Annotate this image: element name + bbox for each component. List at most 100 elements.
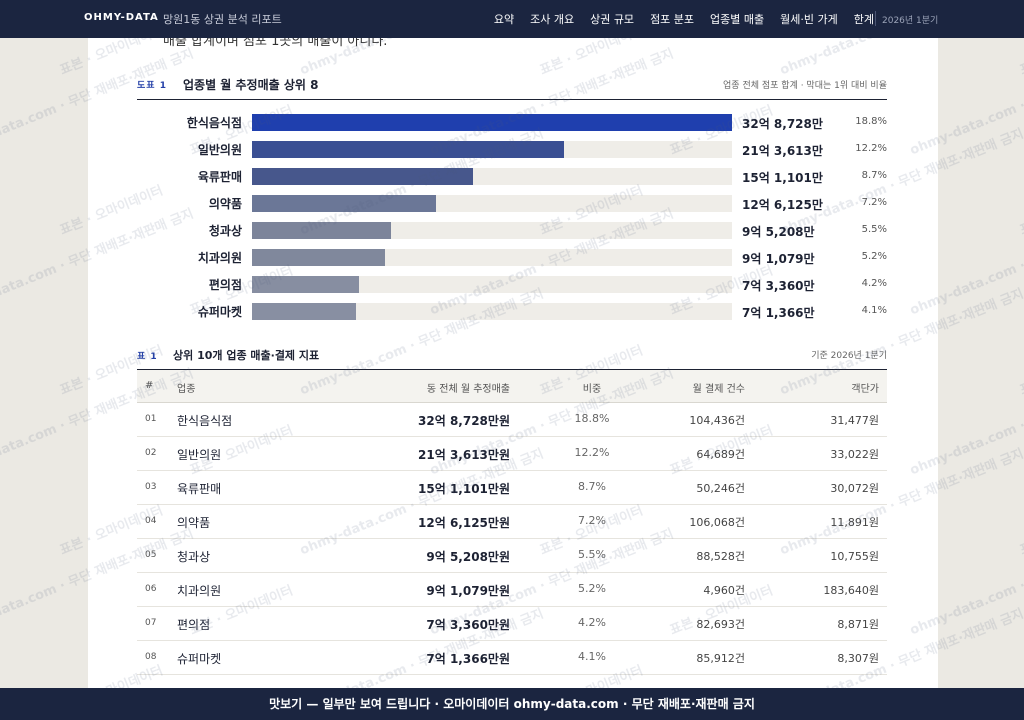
table-cell: 육류판매	[177, 481, 222, 496]
table-label: 표 1	[137, 352, 158, 362]
table-cell: 한식음식점	[177, 413, 233, 428]
table-cell: 슈퍼마켓	[177, 651, 222, 666]
table-header: 비중	[582, 384, 602, 395]
table-cell: 01	[145, 413, 157, 424]
table-cell: 5.5%	[578, 548, 606, 562]
watermark: 표본 · 오마이데이터	[1017, 183, 1024, 239]
table-cell: 82,693건	[696, 618, 745, 632]
table-cell: 02	[145, 447, 157, 458]
table-note: 기준 2026년 1분기	[811, 351, 887, 361]
table-row-rule	[137, 674, 887, 675]
figure-title: 업종별 월 추정매출 상위 8	[183, 78, 319, 92]
nav-link[interactable]: 한계	[853, 13, 874, 26]
bar-value-label: 12억 6,125만	[742, 198, 823, 212]
nav-link[interactable]: 업종별 매출	[710, 13, 765, 26]
nav-divider	[875, 11, 876, 26]
table-cell: 12억 6,125만원	[418, 515, 510, 530]
table-cell: 11,891원	[830, 516, 879, 530]
table-row-rule	[137, 640, 887, 641]
watermark: 표본 · 오마이데이터	[1017, 503, 1024, 559]
bar-track	[252, 303, 732, 320]
table-cell: 183,640원	[823, 584, 879, 598]
bar-share-label: 18.8%	[855, 116, 887, 127]
table-cell: 4,960건	[703, 584, 745, 598]
bar	[252, 114, 732, 131]
bar-category: 치과의원	[197, 251, 242, 265]
table-cell: 03	[145, 481, 157, 492]
table-header: 동 전체 월 추정매출	[426, 384, 510, 395]
table-cell: 8.7%	[578, 480, 606, 494]
bar-share-label: 5.2%	[861, 251, 887, 262]
bar-share-label: 5.5%	[861, 224, 887, 235]
bar-category: 한식음식점	[186, 116, 242, 130]
table-cell: 106,068건	[689, 516, 745, 530]
bar-value-label: 15억 1,101만	[742, 171, 823, 185]
figure-rule	[137, 99, 887, 100]
table-cell: 50,246건	[696, 482, 745, 496]
bar	[252, 303, 357, 320]
nav-link[interactable]: 요약	[493, 13, 515, 26]
table-cell: 15억 1,101만원	[418, 481, 510, 496]
table-cell: 편의점	[177, 617, 211, 632]
bar-share-label: 12.2%	[855, 143, 887, 154]
bar-value-label: 7억 3,360만	[742, 279, 815, 293]
table-row-rule	[137, 538, 887, 539]
figure-note: 업종 전체 점포 합계 · 막대는 1위 대비 비율	[723, 81, 887, 91]
table-cell: 04	[145, 515, 157, 526]
table-header: 월 결제 건수	[692, 384, 745, 395]
nav-links: 요약 조사 개요 상권 규모 점포 분포 업종별 매출 월세·빈 가게 한계	[494, 11, 874, 27]
table-cell: 일반의원	[177, 447, 222, 462]
table-cell: 5.2%	[578, 582, 606, 596]
table-cell: 85,912건	[696, 652, 745, 666]
table-cell: 4.1%	[578, 650, 606, 664]
table-head	[137, 370, 887, 403]
bar-share-label: 4.2%	[861, 278, 887, 289]
table-cell: 18.8%	[574, 412, 610, 426]
bar	[252, 222, 392, 239]
bar-category: 일반의원	[197, 143, 242, 157]
nav-link[interactable]: 상권 규모	[590, 13, 635, 26]
sample-banner: 맛보기 — 일부만 보여 드립니다 · 오마이데이터 ohmy-data.com…	[0, 688, 1024, 720]
bar-category: 의약품	[208, 197, 242, 211]
table-cell: 08	[145, 651, 157, 662]
watermark: 표본 · 오마이데이터	[1017, 343, 1024, 399]
nav-link[interactable]: 점포 분포	[650, 13, 695, 26]
nav-link[interactable]: 조사 개요	[530, 13, 575, 26]
table-cell: 07	[145, 617, 157, 628]
bar-value-label: 7억 1,366만	[742, 306, 815, 320]
table-cell: 4.2%	[578, 616, 606, 630]
bar-value-label: 32억 8,728만	[742, 117, 823, 131]
table-row-rule	[137, 606, 887, 607]
table-cell: 7억 1,366만원	[426, 651, 510, 666]
bar	[252, 195, 437, 212]
table-cell: 7.2%	[578, 514, 606, 528]
table-cell: 9억 1,079만원	[426, 583, 510, 598]
table-cell: 30,072원	[830, 482, 879, 496]
bar-category: 청과상	[208, 224, 242, 238]
table-cell: 의약품	[177, 515, 211, 530]
table-cell: 12.2%	[574, 446, 610, 460]
table-rule	[137, 369, 887, 370]
table-header: 객단가	[851, 384, 879, 395]
table-header: 업종	[177, 384, 196, 395]
bar	[252, 276, 360, 293]
table-cell: 8,307원	[837, 652, 879, 666]
table-cell: 104,436건	[689, 414, 745, 428]
table-cell: 21억 3,613만원	[418, 447, 510, 462]
brand[interactable]: OHMY-DATA	[84, 12, 159, 23]
table-cell: 31,477원	[830, 414, 879, 428]
table-cell: 10,755원	[830, 550, 879, 564]
table-row-rule	[137, 504, 887, 505]
nav-link[interactable]: 월세·빈 가게	[780, 13, 838, 26]
bar-share-label: 4.1%	[861, 305, 887, 316]
bar-share-label: 7.2%	[861, 197, 887, 208]
bar-value-label: 9억 1,079만	[742, 252, 815, 266]
bar	[252, 249, 385, 266]
table-row-rule	[137, 436, 887, 437]
table-cell: 9억 5,208만원	[426, 549, 510, 564]
table-cell: 64,689건	[696, 448, 745, 462]
bar	[252, 168, 473, 185]
nav-period: 2026년 1분기	[882, 16, 938, 26]
table-cell: 33,022원	[830, 448, 879, 462]
